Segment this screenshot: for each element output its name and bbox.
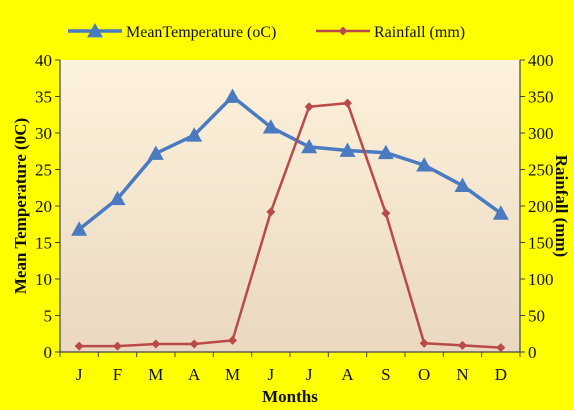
rainfall-point (228, 335, 237, 345)
rainfall-point (343, 98, 352, 108)
temperature-point (377, 144, 394, 160)
series-line (78, 94, 502, 231)
plot-area (60, 60, 520, 352)
y-left-tick-label: 20 (35, 197, 52, 216)
x-tick-label: A (188, 365, 201, 384)
series-layer (71, 88, 509, 353)
series-line (79, 101, 501, 349)
x-tick-label: J (76, 365, 83, 384)
rainfall-point (113, 341, 122, 351)
y-left-tick-label: 40 (35, 51, 52, 70)
x-tick-label: N (456, 365, 468, 384)
legend-marker (338, 26, 348, 36)
y-right-tick-label: 400 (528, 51, 554, 70)
rainfall-point (496, 343, 506, 353)
legend-label: Rainfall (mm) (374, 24, 465, 41)
rainfall-point (419, 338, 429, 348)
y-right-tick-label: 100 (528, 270, 554, 289)
rainfall-point (151, 339, 161, 349)
rainfall-point (74, 341, 84, 351)
temperature-point (454, 177, 471, 192)
y-left-tick-label: 5 (44, 307, 53, 326)
y-right-tick-label: 250 (528, 161, 554, 180)
y-right-tick-label: 300 (528, 124, 554, 143)
temperature-point (416, 157, 433, 172)
x-axis-title: Months (262, 387, 318, 406)
axes: 0510152025303540050100150200250300350400… (35, 51, 554, 384)
y-left-axis-title: Mean Temperature (0C) (11, 118, 30, 294)
y-right-tick-label: 0 (528, 343, 537, 362)
y-left-tick-label: 30 (35, 124, 52, 143)
temperature-point (109, 190, 126, 206)
y-right-tick-label: 200 (528, 197, 554, 216)
y-left-tick-label: 0 (44, 343, 53, 362)
temperature-point (147, 145, 164, 160)
x-tick-label: M (225, 365, 240, 384)
x-tick-label: O (418, 365, 430, 384)
x-tick-label: J (268, 365, 275, 384)
y-right-axis-title: Rainfall (mm) (552, 155, 571, 257)
y-left-tick-label: 15 (35, 234, 52, 253)
x-tick-label: D (495, 365, 507, 384)
rainfall-point (381, 208, 391, 218)
x-tick-label: M (148, 365, 163, 384)
temperature-point (339, 142, 356, 157)
rainfall-point (189, 339, 199, 349)
rainfall-point (304, 102, 314, 112)
legend-marker (87, 23, 103, 38)
x-tick-label: S (381, 365, 390, 384)
temperature-point (301, 138, 318, 154)
x-tick-label: F (113, 365, 122, 384)
y-right-tick-label: 350 (528, 88, 554, 107)
y-right-tick-label: 50 (528, 307, 545, 326)
x-tick-label: A (341, 365, 354, 384)
rainfall-point (458, 340, 467, 350)
y-left-tick-label: 10 (35, 270, 52, 289)
temperature-point (186, 127, 203, 142)
y-left-tick-label: 35 (35, 88, 52, 107)
temperature-point (224, 88, 241, 103)
y-right-tick-label: 150 (528, 234, 554, 253)
temperature-point (71, 221, 88, 236)
temperature-point (492, 205, 509, 220)
legend-label: MeanTemperature (oC) (126, 24, 276, 41)
legend: MeanTemperature (oC) Rainfall (mm) (68, 23, 465, 41)
rainfall-point (266, 207, 276, 217)
x-tick-label: J (306, 365, 313, 384)
temperature-point (262, 119, 279, 134)
y-left-tick-label: 25 (35, 161, 52, 180)
